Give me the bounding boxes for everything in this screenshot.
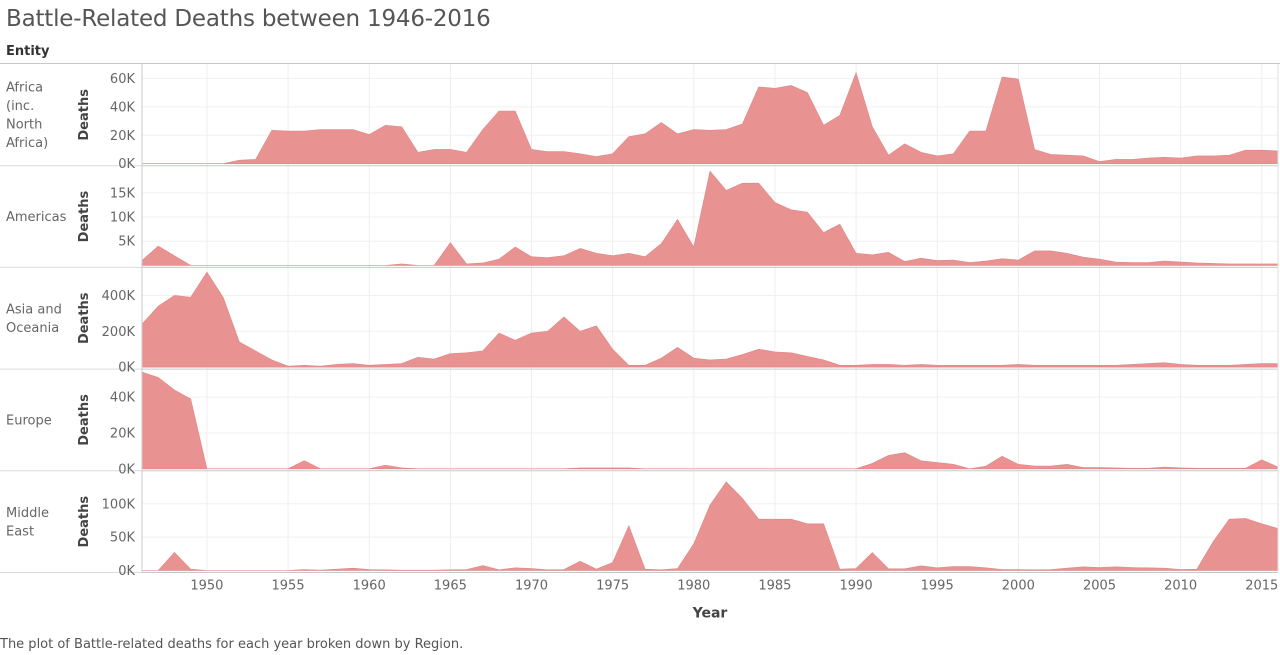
y-tick-label: 60K <box>110 72 136 87</box>
series-label: Asia and <box>6 303 62 318</box>
x-tick-label: 2005 <box>1083 579 1116 594</box>
series-label: Middle <box>6 506 49 521</box>
series-label: Americas <box>6 210 67 225</box>
y-tick-label: 5K <box>118 235 135 250</box>
x-tick-label: 1960 <box>353 579 386 594</box>
y-tick-label: 20K <box>110 426 136 441</box>
x-tick-label: 2000 <box>1002 579 1035 594</box>
y-axis-label: Deaths <box>77 394 92 446</box>
y-axis-label: Deaths <box>77 292 92 344</box>
x-tick-label: 1985 <box>758 579 791 594</box>
x-tick-label: 1995 <box>921 579 954 594</box>
x-tick-label: 2010 <box>1164 579 1197 594</box>
area-series <box>142 481 1279 571</box>
chart-title: Battle-Related Deaths between 1946-2016 <box>6 6 491 32</box>
area-series <box>141 170 1279 266</box>
x-tick-label: 1970 <box>515 579 548 594</box>
y-tick-label: 0K <box>118 564 135 579</box>
series-label: East <box>6 524 34 539</box>
series-label: Oceania <box>6 321 59 336</box>
y-axis-label: Deaths <box>77 89 92 141</box>
x-tick-label: 1950 <box>190 579 223 594</box>
series-label: Europe <box>6 413 52 428</box>
chart-caption: The plot of Battle-related deaths for ea… <box>0 637 464 652</box>
y-tick-label: 100K <box>102 497 136 512</box>
x-tick-label: 1955 <box>272 579 305 594</box>
area-series <box>142 71 1279 164</box>
x-tick-label: 1975 <box>596 579 629 594</box>
series-label: Africa <box>6 81 43 96</box>
x-tick-label: 1990 <box>840 579 873 594</box>
entity-header: Entity <box>6 44 50 59</box>
y-tick-label: 50K <box>110 531 136 546</box>
x-axis-label: Year <box>692 606 728 622</box>
x-tick-label: 1980 <box>677 579 710 594</box>
series-label: Africa) <box>6 136 48 151</box>
y-tick-label: 200K <box>102 325 136 340</box>
y-tick-label: 40K <box>110 391 136 406</box>
y-axis-label: Deaths <box>77 190 92 242</box>
y-tick-label: 15K <box>110 186 136 201</box>
y-tick-label: 20K <box>110 129 136 144</box>
y-tick-label: 0K <box>118 462 135 477</box>
x-tick-label: 2015 <box>1245 579 1278 594</box>
y-tick-label: 40K <box>110 100 136 115</box>
area-series <box>141 371 1279 470</box>
y-tick-label: 0K <box>118 361 135 376</box>
series-label: North <box>6 118 42 133</box>
x-tick-label: 1965 <box>434 579 467 594</box>
y-axis-label: Deaths <box>77 496 92 548</box>
series-label: (inc. <box>6 99 34 114</box>
y-tick-label: 400K <box>102 289 136 304</box>
y-tick-label: 10K <box>110 211 136 226</box>
y-tick-label: 0K <box>118 157 135 172</box>
area-series <box>141 271 1279 368</box>
